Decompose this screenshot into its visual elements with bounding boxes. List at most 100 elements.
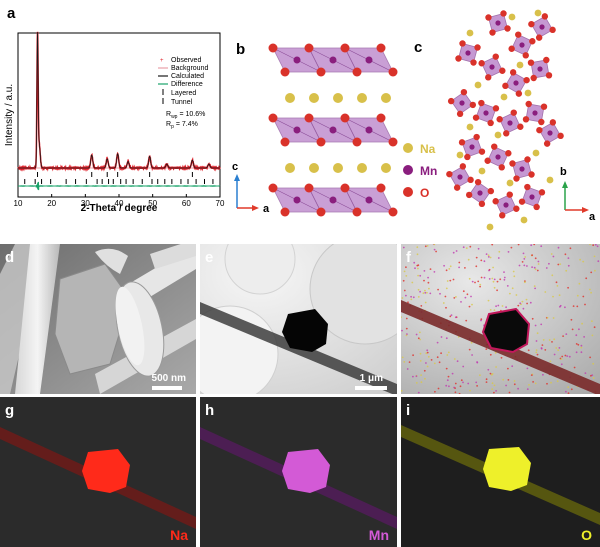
eds-signal-dot bbox=[424, 245, 427, 248]
eds-signal-dot bbox=[420, 381, 423, 384]
atom-legend: Na Mn O bbox=[403, 142, 437, 200]
eds-signal-dot bbox=[466, 293, 469, 296]
eds-signal-dot bbox=[571, 328, 574, 331]
eds-signal-dot bbox=[433, 271, 436, 273]
o-atom bbox=[518, 198, 526, 205]
eds-signal-dot bbox=[450, 314, 453, 316]
eds-signal-dot bbox=[480, 318, 483, 321]
eds-signal-dot bbox=[564, 253, 567, 256]
mn-atom bbox=[465, 50, 471, 56]
panel-label-h: h bbox=[205, 402, 215, 419]
eds-signal-dot bbox=[506, 285, 509, 287]
eds-signal-dot bbox=[415, 333, 418, 336]
o-atom bbox=[478, 60, 485, 67]
eds-signal-dot bbox=[489, 372, 492, 375]
eds-signal-dot bbox=[406, 368, 409, 370]
o-atom bbox=[487, 187, 495, 195]
eds-signal-dot bbox=[561, 355, 564, 358]
eds-signal-dot bbox=[537, 260, 540, 263]
eds-signal-dot bbox=[405, 327, 408, 330]
eds-signal-dot bbox=[534, 287, 536, 290]
o-map bbox=[401, 425, 600, 525]
o-atom bbox=[455, 55, 462, 62]
eds-signal-dot bbox=[594, 269, 596, 272]
eds-signal-dot bbox=[570, 388, 573, 391]
o-atom bbox=[500, 10, 507, 17]
eds-signal-dot bbox=[437, 387, 440, 390]
eds-signal-dot bbox=[578, 328, 580, 331]
eds-signal-dot bbox=[533, 285, 536, 287]
axis-b-arrowhead bbox=[562, 181, 568, 188]
eds-signal-dot bbox=[424, 291, 427, 294]
eds-signal-dot bbox=[485, 348, 488, 350]
eds-signal-dot bbox=[517, 387, 519, 390]
eds-signal-dot bbox=[573, 366, 576, 369]
na-atom bbox=[333, 93, 343, 103]
eds-signal-dot bbox=[545, 267, 548, 269]
eds-signal-dot bbox=[443, 264, 445, 267]
o-atom bbox=[484, 157, 491, 164]
o-atom bbox=[499, 67, 506, 74]
o-atom bbox=[489, 29, 496, 36]
o-atom bbox=[470, 59, 477, 66]
eds-signal-dot bbox=[495, 366, 497, 368]
eds-signal-dot bbox=[485, 253, 488, 255]
tem-image bbox=[200, 244, 397, 394]
o-atom bbox=[540, 103, 548, 110]
eds-signal-dot bbox=[420, 374, 422, 376]
o-atom bbox=[388, 207, 398, 217]
eds-signal-dot bbox=[582, 295, 585, 298]
eds-signal-dot bbox=[462, 290, 465, 293]
eds-signal-dot bbox=[552, 295, 554, 298]
eds-signal-dot bbox=[429, 268, 432, 270]
eds-signal-dot bbox=[440, 336, 443, 338]
eds-signal-dot bbox=[503, 271, 505, 273]
eds-signal-dot bbox=[508, 391, 511, 394]
o-atom bbox=[536, 126, 543, 134]
panel-label-a: a bbox=[7, 5, 16, 22]
o-atom bbox=[340, 113, 350, 123]
eds-signal-dot bbox=[529, 301, 532, 304]
eds-signal-dot bbox=[440, 352, 442, 355]
o-atom bbox=[316, 137, 326, 147]
eds-signal-dot bbox=[523, 258, 526, 260]
o-atom bbox=[491, 143, 498, 150]
eds-signal-dot bbox=[526, 265, 528, 267]
difference-line bbox=[17, 181, 221, 191]
scale-bar-e bbox=[355, 386, 387, 390]
eds-signal-dot bbox=[425, 352, 428, 355]
o-atom bbox=[538, 189, 546, 196]
o-atom bbox=[498, 164, 505, 171]
eds-signal-dot bbox=[533, 244, 536, 246]
chart-legend: + Observed Background Calculated Differe… bbox=[158, 57, 208, 130]
eds-signal-dot bbox=[426, 245, 429, 247]
o-atom bbox=[465, 191, 473, 199]
eds-signal-dot bbox=[426, 365, 429, 368]
o-atom bbox=[485, 14, 492, 21]
eds-signal-dot bbox=[426, 349, 429, 352]
layered-structure: c a bbox=[232, 43, 398, 217]
eds-signal-dot bbox=[412, 354, 414, 357]
o-atom bbox=[473, 133, 480, 141]
o-atom bbox=[340, 183, 350, 193]
eds-signal-dot bbox=[501, 305, 504, 307]
o-atom bbox=[523, 76, 530, 84]
eds-signal-dot bbox=[580, 344, 583, 347]
eds-signal-dot bbox=[403, 270, 406, 273]
eds-signal-dot bbox=[487, 368, 490, 371]
eds-signal-dot bbox=[533, 266, 536, 269]
eds-signal-dot bbox=[445, 306, 447, 309]
o-atom bbox=[316, 67, 326, 77]
eds-signal-dot bbox=[434, 390, 436, 393]
na-atom bbox=[532, 149, 540, 157]
eds-signal-dot bbox=[449, 315, 452, 318]
eds-signal-dot bbox=[517, 244, 520, 246]
eds-signal-dot bbox=[401, 329, 403, 332]
eds-signal-dot bbox=[495, 305, 497, 308]
na-atom bbox=[494, 131, 502, 139]
mn-atom bbox=[477, 190, 483, 196]
o-atom bbox=[529, 38, 536, 45]
eds-signal-dot bbox=[476, 361, 478, 363]
na-atom bbox=[478, 167, 486, 175]
o-atom bbox=[557, 132, 564, 140]
